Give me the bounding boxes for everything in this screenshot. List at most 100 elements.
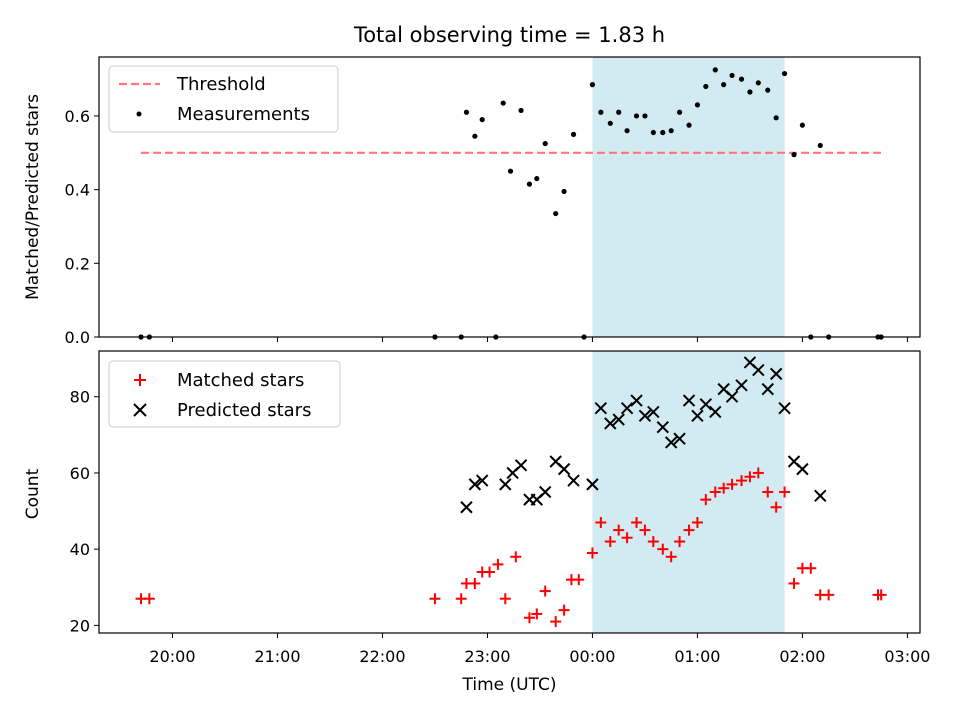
legend-predicted-swatch bbox=[133, 403, 147, 417]
predicted-star-stroke-b bbox=[549, 455, 562, 468]
predicted-star-stroke-b bbox=[468, 478, 482, 491]
measurement-point bbox=[694, 102, 701, 108]
measurement-point bbox=[607, 120, 613, 126]
predicted-star-stroke-b bbox=[475, 474, 489, 487]
x-tick-label: 00:00 bbox=[569, 647, 615, 666]
matched-star-point bbox=[143, 593, 155, 605]
predicted-star-stroke-b bbox=[638, 409, 652, 422]
predicted-star-stroke-b bbox=[604, 417, 617, 430]
measurement-point bbox=[721, 82, 727, 88]
predicted-star-point bbox=[460, 501, 473, 514]
measurement-point bbox=[738, 76, 745, 82]
matched-star-point bbox=[604, 536, 616, 548]
predicted-star-stroke-b bbox=[709, 405, 722, 419]
predicted-star-point bbox=[735, 379, 748, 392]
measurement-point bbox=[668, 128, 674, 134]
top-y-tick-label: 0.0 bbox=[65, 328, 90, 347]
measurement-point bbox=[676, 109, 683, 115]
legend-predicted-label: Predicted stars bbox=[177, 400, 311, 421]
measurement-point bbox=[542, 140, 548, 147]
predicted-star-stroke-b bbox=[460, 501, 473, 514]
matched-star-point bbox=[770, 501, 782, 513]
predicted-star-point bbox=[699, 398, 713, 411]
predicted-star-stroke-b bbox=[673, 432, 686, 445]
measurement-point bbox=[598, 109, 604, 115]
measurement-point bbox=[589, 82, 596, 88]
top-y-axis-label: Matched/Predicted stars bbox=[23, 94, 43, 300]
matched-star-point bbox=[788, 577, 800, 589]
measurement-point bbox=[765, 87, 771, 93]
top-y-tick-label: 0.6 bbox=[65, 107, 90, 126]
x-tick-label: 22:00 bbox=[359, 647, 405, 666]
measurement-point bbox=[755, 80, 761, 86]
predicted-star-stroke-b bbox=[682, 394, 696, 407]
predicted-star-point bbox=[638, 409, 652, 422]
measurement-point bbox=[534, 175, 540, 182]
matched-star-point bbox=[586, 547, 598, 559]
matched-star-point bbox=[558, 604, 570, 616]
measurement-point bbox=[526, 181, 533, 187]
predicted-star-stroke-b bbox=[752, 363, 765, 377]
predicted-star-stroke-b bbox=[699, 398, 713, 411]
predicted-star-point bbox=[656, 421, 669, 434]
predicted-star-point bbox=[557, 462, 571, 476]
predicted-star-point bbox=[630, 394, 643, 407]
top-legend: Threshold Measurements bbox=[108, 65, 339, 133]
matched-star-point bbox=[631, 516, 643, 528]
measurement-point bbox=[472, 133, 478, 139]
predicted-star-point bbox=[752, 363, 765, 377]
matched-star-point bbox=[639, 524, 651, 536]
predicted-star-stroke-b bbox=[778, 401, 791, 415]
matched-star-point bbox=[805, 562, 817, 574]
matched-star-point bbox=[683, 524, 695, 536]
bottom-y-tick-label: 80 bbox=[70, 388, 90, 407]
measurement-point bbox=[642, 113, 648, 119]
predicted-star-stroke-b bbox=[814, 489, 827, 503]
matched-star-point bbox=[647, 536, 659, 548]
bottom-legend: Matched stars Predicted stars bbox=[108, 360, 341, 428]
legend-matched-swatch bbox=[134, 374, 146, 386]
top-axes: 0.0 0.2 0.4 0.6 bbox=[65, 57, 908, 347]
matched-star-point bbox=[665, 551, 677, 563]
matched-star-point bbox=[499, 593, 511, 605]
predicted-star-stroke-b bbox=[647, 405, 660, 419]
predicted-star-point bbox=[778, 401, 791, 415]
predicted-star-stroke-b bbox=[620, 401, 634, 415]
x-tick-label: 02:00 bbox=[779, 647, 825, 666]
bottom-plot-frame bbox=[98, 350, 921, 634]
matched-star-point bbox=[744, 471, 756, 483]
top-observing-window-span bbox=[592, 57, 785, 337]
measurement-point bbox=[463, 109, 470, 115]
matched-star-point bbox=[573, 574, 585, 586]
predicted-star-stroke-b bbox=[787, 455, 801, 468]
predicted-star-stroke-b bbox=[717, 382, 730, 396]
ratio-panel: Matched/Predicted stars 0.0 0.2 0.4 0.6 Thr… bbox=[23, 56, 921, 347]
matched-star-point bbox=[429, 593, 441, 605]
bottom-observing-window-span bbox=[592, 351, 785, 633]
matched-star-point bbox=[752, 467, 764, 479]
matched-star-point bbox=[613, 524, 625, 536]
matched-star-point bbox=[510, 551, 522, 563]
legend-measurements-label: Measurements bbox=[177, 104, 310, 125]
matched-star-point bbox=[691, 516, 703, 528]
matched-star-point bbox=[531, 608, 543, 620]
x-tick-label: 03:00 bbox=[884, 647, 930, 666]
bottom-axes: 20 40 60 80 20:00 21:00 22:00 23:00 00:00 01:00 02… bbox=[70, 351, 930, 666]
matched-star-point bbox=[469, 577, 481, 589]
matched-star-point bbox=[550, 616, 562, 628]
matched-star-point bbox=[875, 589, 887, 601]
legend-threshold-label: Threshold bbox=[176, 74, 266, 95]
measurement-point bbox=[500, 100, 506, 106]
predicted-star-point bbox=[673, 432, 686, 445]
x-tick-label: 01:00 bbox=[674, 647, 720, 666]
predicted-star-point bbox=[586, 478, 599, 491]
bottom-y-axis-label: Count bbox=[23, 468, 43, 519]
measurement-point bbox=[747, 89, 753, 95]
predicted-star-stroke-b bbox=[594, 401, 608, 415]
predicted-star-stroke-b bbox=[499, 478, 512, 491]
predicted-star-stroke-b bbox=[630, 394, 643, 407]
predicted-star-stroke-b bbox=[769, 367, 783, 381]
predicted-star-stroke-b bbox=[557, 462, 571, 476]
predicted-star-point bbox=[761, 382, 774, 396]
predicted-star-point bbox=[567, 474, 580, 487]
